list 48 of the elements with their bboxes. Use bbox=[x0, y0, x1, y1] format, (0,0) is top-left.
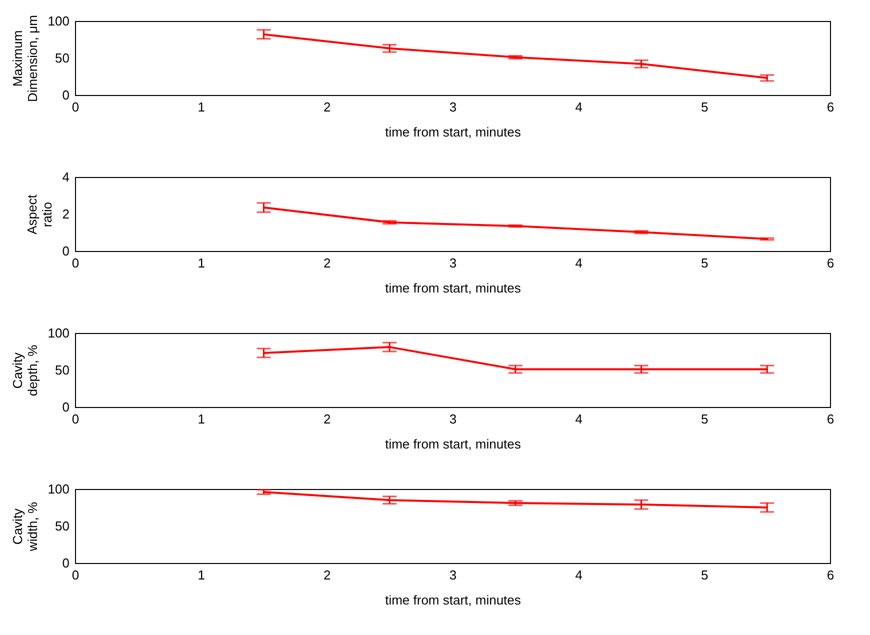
x-tick-label: 4 bbox=[575, 100, 582, 114]
x-tick-label: 5 bbox=[701, 568, 708, 582]
y-axis-title: Aspect ratio bbox=[24, 194, 54, 234]
x-axis-title: time from start, minutes bbox=[385, 124, 522, 140]
y-tick-label: 100 bbox=[48, 482, 70, 496]
y-tick-label: 2 bbox=[62, 206, 70, 222]
x-tick-label: 1 bbox=[198, 100, 205, 114]
x-tick-label: 5 bbox=[701, 256, 708, 270]
x-tick-label: 0 bbox=[72, 100, 80, 114]
x-tick-label: 0 bbox=[72, 412, 80, 426]
x-axis-title: time from start, minutes bbox=[385, 592, 522, 608]
y-axis-title: Cavity width, % bbox=[10, 502, 40, 552]
x-tick-label: 4 bbox=[575, 256, 582, 270]
y-tick-label: 0 bbox=[62, 400, 70, 414]
x-tick-label: 3 bbox=[449, 100, 457, 114]
x-tick-label: 3 bbox=[449, 256, 457, 270]
y-tick-label: 100 bbox=[48, 326, 70, 340]
x-tick-label: 6 bbox=[826, 256, 834, 270]
x-tick-label: 1 bbox=[198, 256, 205, 270]
y-tick-label: 100 bbox=[48, 14, 70, 28]
x-tick-label: 6 bbox=[826, 568, 834, 582]
x-tick-label: 2 bbox=[324, 256, 331, 270]
x-tick-label: 2 bbox=[324, 568, 331, 582]
y-tick-label: 50 bbox=[55, 362, 70, 378]
y-axis-title: Cavity depth, % bbox=[10, 344, 40, 396]
x-tick-label: 0 bbox=[72, 256, 80, 270]
x-tick-label: 1 bbox=[198, 412, 205, 426]
x-axis-title: time from start, minutes bbox=[385, 436, 522, 452]
x-tick-label: 5 bbox=[701, 412, 708, 426]
y-tick-label: 0 bbox=[62, 88, 70, 102]
x-tick-label: 2 bbox=[324, 100, 331, 114]
x-tick-label: 6 bbox=[826, 100, 834, 114]
x-tick-label: 0 bbox=[72, 568, 80, 582]
x-tick-label: 4 bbox=[575, 568, 582, 582]
x-axis-title: time from start, minutes bbox=[385, 280, 522, 296]
y-tick-label: 50 bbox=[55, 50, 70, 66]
y-axis-title: Maximum Dimension, μm bbox=[10, 15, 40, 102]
y-tick-label: 0 bbox=[62, 244, 70, 258]
x-tick-label: 5 bbox=[701, 100, 708, 114]
x-tick-label: 2 bbox=[324, 412, 331, 426]
y-tick-label: 0 bbox=[62, 556, 70, 570]
x-tick-label: 3 bbox=[449, 568, 457, 582]
y-tick-label: 50 bbox=[55, 518, 70, 534]
x-tick-label: 1 bbox=[198, 568, 205, 582]
x-tick-label: 3 bbox=[449, 412, 457, 426]
x-tick-label: 4 bbox=[575, 412, 582, 426]
x-tick-label: 6 bbox=[826, 412, 834, 426]
y-tick-label: 4 bbox=[62, 170, 70, 184]
